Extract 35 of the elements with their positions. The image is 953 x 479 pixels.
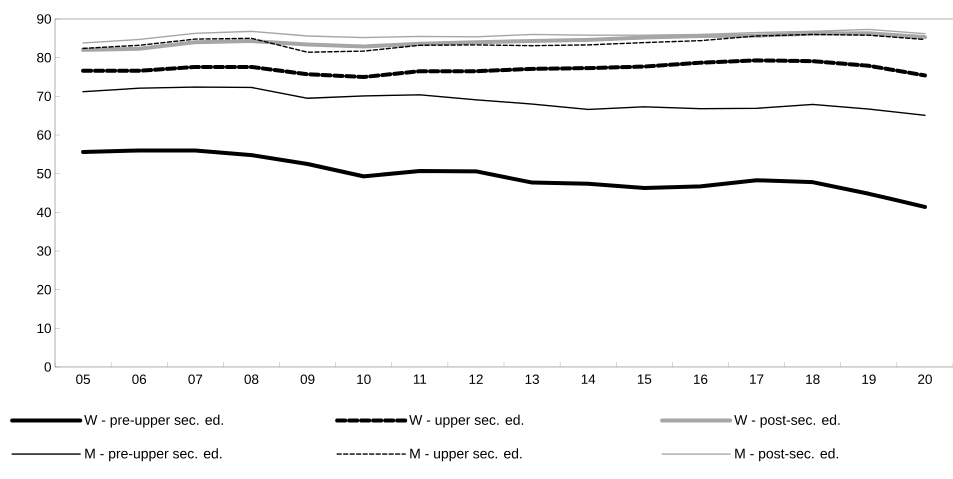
y-tick-label: 90 <box>37 14 51 24</box>
y-tick-label: 20 <box>37 284 51 294</box>
x-tick-label: 11 <box>414 374 426 384</box>
x-tick-label: 17 <box>750 374 764 384</box>
y-tick-label: 10 <box>38 324 51 334</box>
y-tick-label: 40 <box>36 208 51 218</box>
legend-label: W - pre-upper sec. ed. <box>84 414 223 428</box>
y-tick-label: 80 <box>37 52 51 62</box>
x-tick-label: 08 <box>244 374 258 384</box>
x-tick-label: 13 <box>526 374 539 384</box>
y-tick-label: 60 <box>37 130 51 140</box>
x-tick-label: 19 <box>862 374 876 384</box>
line-series <box>82 86 926 116</box>
x-tick-label: 09 <box>300 374 314 384</box>
legend-label: M - upper sec. ed. <box>410 448 522 462</box>
y-tick-label: 70 <box>37 92 51 102</box>
legend-label: W - upper sec. ed. <box>409 414 524 428</box>
legend-label: M - pre-upper sec. ed. <box>85 448 222 462</box>
x-tick-label: 06 <box>132 374 146 384</box>
line-series <box>81 58 927 79</box>
line-series <box>81 148 927 209</box>
y-tick-label: 50 <box>37 168 51 178</box>
x-tick-label: 14 <box>582 374 596 384</box>
y-tick-label: 30 <box>37 246 51 256</box>
x-tick-label: 16 <box>694 374 708 384</box>
x-tick-label: 18 <box>806 374 820 384</box>
x-tick-label: 07 <box>188 374 202 384</box>
x-tick-label: 12 <box>470 374 483 384</box>
x-tick-label: 15 <box>638 374 652 384</box>
y-tick-label: 0 <box>44 362 51 372</box>
x-tick-label: 20 <box>918 374 932 384</box>
x-tick-label: 05 <box>76 374 90 384</box>
legend-label: M - post-sec. ed. <box>735 448 838 462</box>
x-tick-label: 10 <box>357 374 371 384</box>
legend-label: W - post-sec. ed. <box>734 414 840 428</box>
